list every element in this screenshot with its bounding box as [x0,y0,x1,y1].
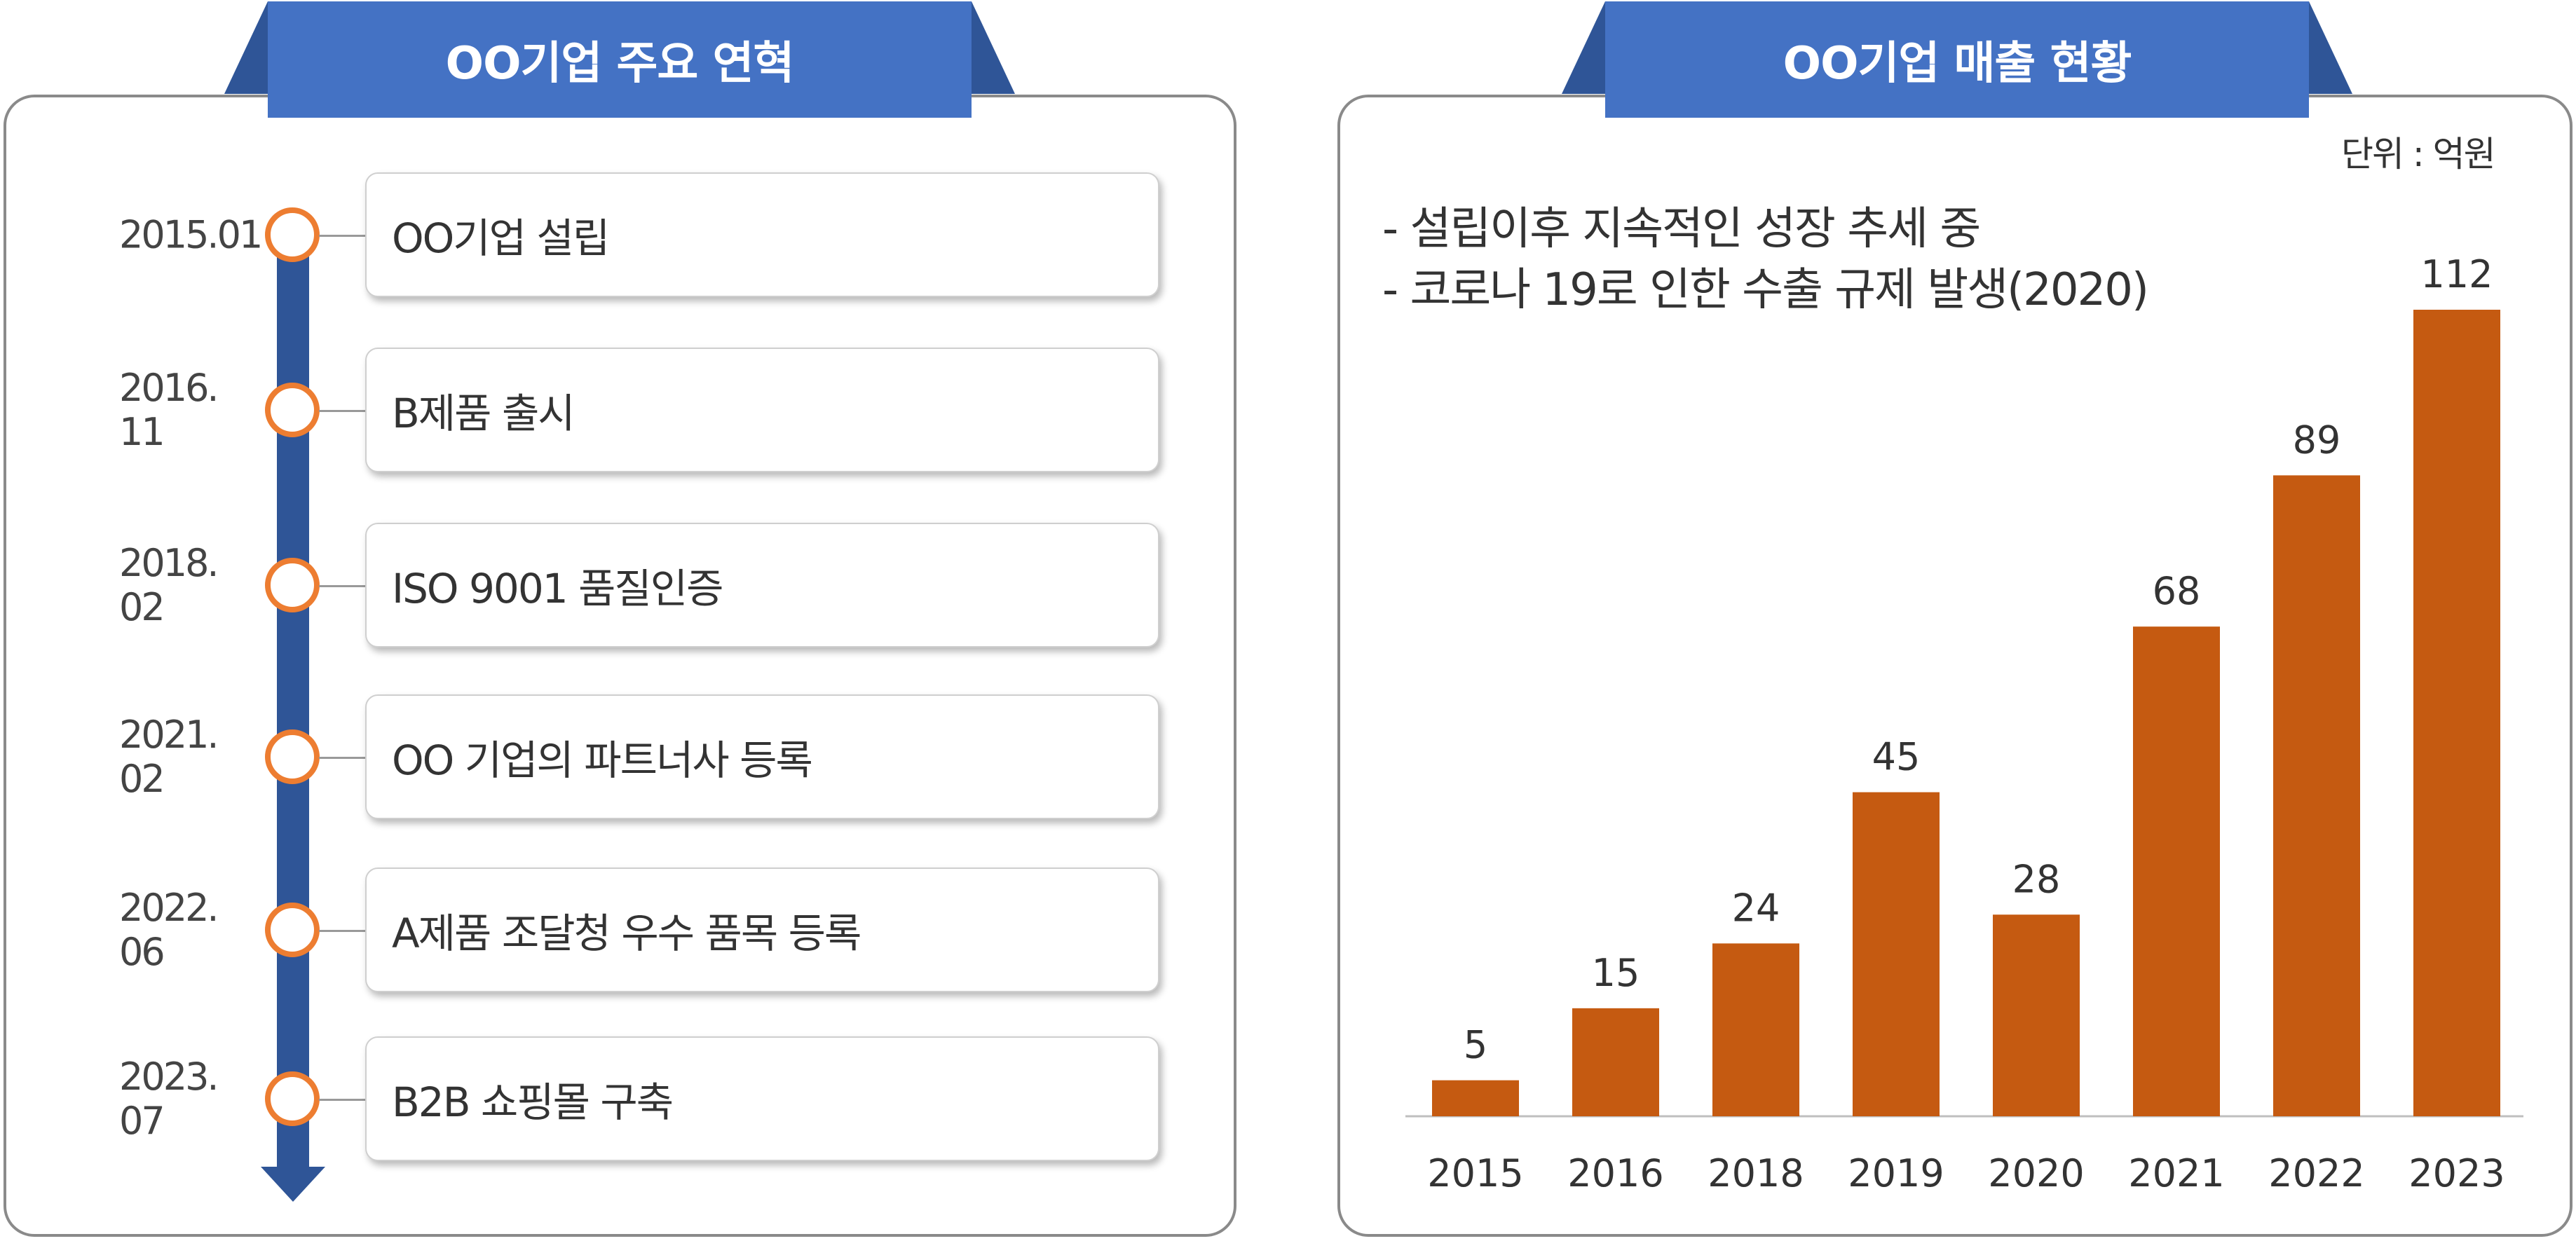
timeline-event: ISO 9001 품질인증 [365,523,1159,647]
timeline-event: A제품 조달청 우수 품목 등록 [365,868,1159,992]
timeline-connector [319,585,365,587]
chart-note: - 설립이후 지속적인 성장 추세 중 [1382,203,1981,255]
timeline-marker-icon [265,729,320,784]
data-label: 24 [1732,886,1780,930]
x-tick-label: 2019 [1848,1151,1944,1195]
x-tick-label: 2015 [1427,1151,1523,1195]
data-label: 68 [2153,569,2201,613]
tab-left-fold [1562,1,1605,94]
bar-2021 [2133,626,2220,1116]
tab-left-fold [224,1,268,94]
timeline-connector [319,757,365,759]
data-label: 45 [1872,735,1921,779]
timeline-item: 2015.01 OO기업 설립 [0,168,1227,301]
timeline-item: 2016. 11 B제품 출시 [0,343,1227,476]
bar-2019 [1853,792,1940,1116]
x-tick-label: 2018 [1708,1151,1804,1195]
timeline-item: 2021. 02 OO 기업의 파트너사 등록 [0,690,1227,823]
bar-2018 [1712,943,1799,1116]
timeline-date: 2021. 02 [119,713,219,801]
timeline-date: 2015.01 [119,212,263,257]
sales-title-tab: OO기업 매출 현황 [1562,1,2352,118]
chart-note: - 코로나 19로 인한 수출 규제 발생(2020) [1382,264,2149,316]
timeline-connector [319,930,365,932]
x-tick-label: 2023 [2408,1151,2505,1195]
timeline-marker-icon [265,558,320,612]
timeline-event: OO기업 설립 [365,172,1159,297]
timeline-marker-icon [265,207,320,262]
x-tick-label: 2020 [1988,1151,2084,1195]
timeline-date: 2022. 06 [119,886,219,974]
tab-right-fold [2309,1,2352,94]
data-label: 28 [2012,857,2061,901]
timeline-connector [319,235,365,237]
bar-2016 [1572,1008,1659,1116]
bar-2023 [2413,310,2500,1116]
timeline-date: 2016. 11 [119,366,219,454]
timeline-item: 2023. 07 B2B 쇼핑몰 구축 [0,1032,1227,1165]
x-tick-label: 2016 [1567,1151,1663,1195]
history-title-tab: OO기업 주요 연혁 [224,1,1015,118]
timeline-event: B2B 쇼핑몰 구축 [365,1036,1159,1161]
sales-title: OO기업 매출 현황 [1605,1,2309,118]
bar-2020 [1993,914,2080,1116]
unit-label: 단위 : 억원 [2341,134,2496,174]
data-label: 5 [1464,1023,1487,1067]
bar-2022 [2273,475,2360,1116]
x-tick-label: 2021 [2128,1151,2224,1195]
timeline-item: 2018. 02 ISO 9001 품질인증 [0,519,1227,652]
bar-2015 [1432,1080,1519,1116]
timeline-date: 2018. 02 [119,541,219,629]
data-label: 15 [1592,951,1640,995]
timeline-marker-icon [265,1071,320,1126]
timeline-event: OO 기업의 파트너사 등록 [365,694,1159,819]
timeline-item: 2022. 06 A제품 조달청 우수 품목 등록 [0,863,1227,996]
timeline-marker-icon [265,383,320,437]
timeline-marker-icon [265,903,320,957]
history-title: OO기업 주요 연혁 [268,1,972,118]
timeline-connector [319,1099,365,1101]
timeline-connector [319,410,365,412]
tab-right-fold [972,1,1015,94]
sales-panel [1337,95,2572,1237]
timeline-event: B제품 출시 [365,348,1159,472]
data-label: 89 [2293,418,2341,462]
x-tick-label: 2022 [2268,1151,2364,1195]
timeline-date: 2023. 07 [119,1055,219,1143]
timeline-arrow-icon [261,1167,325,1202]
data-label: 112 [2420,252,2493,296]
